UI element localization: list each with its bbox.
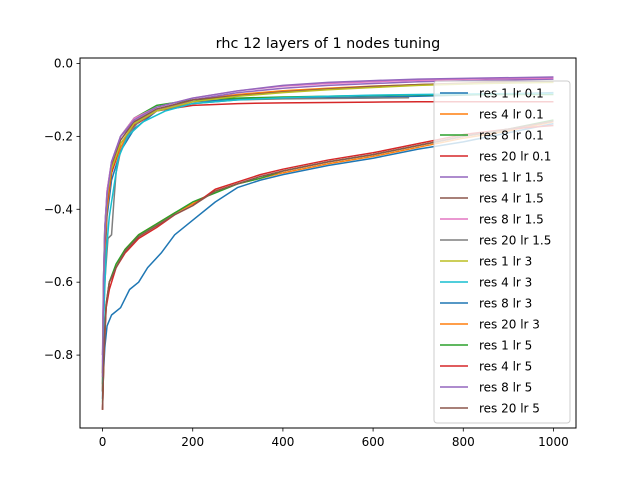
series-group (101, 76, 554, 410)
x-tick-label: 800 (452, 435, 475, 449)
series-line-16 (101, 120, 554, 410)
x-tick-label: 400 (271, 435, 294, 449)
series-line-8 (101, 96, 410, 356)
legend: res 1 lr 0.1 res 4 lr 0.1 res 8 lr 0.1 res … (433, 80, 571, 424)
legend-label: res 20 lr 0.1 (479, 150, 551, 164)
legend-label: res 1 lr 3 (479, 255, 532, 269)
legend-label: res 4 lr 0.1 (479, 108, 544, 122)
legend-label: res 1 lr 5 (479, 339, 532, 353)
plot-area: 0 200 400 600 800 1000 0.0 −0.2 −0.4 −0.6 −0.8 (44, 56, 577, 449)
legend-label: res 4 lr 1.5 (479, 192, 544, 206)
legend-label: res 4 lr 5 (479, 360, 532, 374)
legend-label: res 20 lr 5 (479, 402, 540, 416)
legend-label: res 20 lr 3 (479, 318, 540, 332)
y-tick-label: −0.8 (44, 348, 73, 362)
y-axis: 0.0 −0.2 −0.4 −0.6 −0.8 (44, 56, 80, 362)
x-tick-label: 200 (181, 435, 204, 449)
legend-label: res 8 lr 3 (479, 297, 532, 311)
y-tick-label: −0.6 (44, 275, 73, 289)
x-tick-label: 1000 (538, 435, 569, 449)
legend-label: res 20 lr 1.5 (479, 234, 551, 248)
series-line-11 (101, 122, 554, 410)
legend-label: res 1 lr 1.5 (479, 171, 544, 185)
y-tick-label: −0.4 (44, 202, 73, 216)
legend-label: res 1 lr 0.1 (479, 87, 544, 101)
legend-label: res 8 lr 0.1 (479, 129, 544, 143)
axes-frame (79, 57, 577, 429)
legend-label: res 8 lr 5 (479, 381, 532, 395)
x-tick-label: 0 (99, 435, 107, 449)
chart-title: rhc 12 layers of 1 nodes tuning (216, 36, 441, 52)
x-axis: 0 200 400 600 800 1000 (99, 428, 569, 449)
series-line-15 (101, 76, 554, 377)
legend-frame (433, 80, 571, 424)
legend-label: res 8 lr 1.5 (479, 213, 544, 227)
legend-label: res 4 lr 3 (479, 276, 532, 290)
y-tick-label: −0.2 (44, 129, 73, 143)
x-tick-label: 600 (362, 435, 385, 449)
series-line-10 (101, 92, 554, 392)
series-line-14 (101, 124, 554, 410)
y-tick-label: 0.0 (54, 56, 73, 70)
